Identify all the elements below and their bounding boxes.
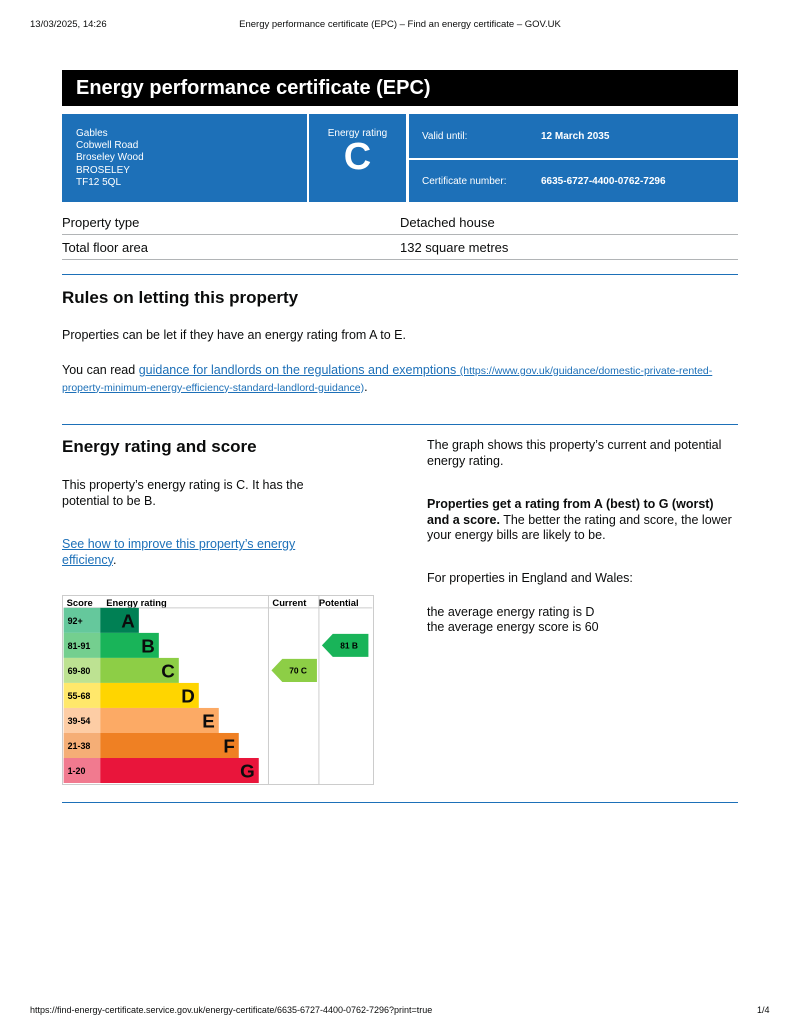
- energy-rating-chart: Score Energy rating Current Potential 92+ A 81…: [62, 595, 374, 785]
- floor-area-label: Total floor area: [62, 239, 148, 255]
- average-score: the average energy score is 60: [427, 620, 599, 634]
- average-rating: the average energy rating is D: [427, 605, 595, 619]
- current-rating-label: 70 C: [289, 665, 307, 675]
- address-line: Broseley Wood: [76, 152, 144, 164]
- score-range-F: 21-38: [68, 741, 91, 751]
- text: The better the rating and score, the low…: [427, 512, 732, 543]
- rules-heading: Rules on letting this property: [62, 288, 299, 307]
- page-number: 1/4: [757, 1005, 770, 1015]
- score-cell-D: [63, 682, 101, 708]
- page-title: Energy performance certificate (EPC): [62, 70, 738, 106]
- rules-text: Properties can be let if they have an en…: [62, 328, 406, 342]
- chart-header: Energy rating: [106, 597, 167, 608]
- chart-header: Potential: [319, 597, 359, 608]
- address: Gables Cobwell Road Broseley Wood BROSEL…: [62, 114, 307, 202]
- valid-until: Valid until: 12 March 2035: [409, 114, 738, 158]
- band-letter-B: B: [141, 635, 155, 656]
- band-letter-F: F: [223, 735, 234, 756]
- improve-paragraph: See how to improve this property’s energ…: [62, 537, 332, 568]
- address-line: Gables: [76, 128, 108, 139]
- band-letter-E: E: [202, 710, 215, 731]
- print-title: Energy performance certificate (EPC) – F…: [239, 19, 561, 30]
- band-bar-G: [100, 757, 259, 784]
- score-cell-A: [63, 607, 101, 633]
- score-cell-E: [63, 707, 101, 733]
- floor-area-value: 132 square metres: [400, 239, 509, 255]
- band-bar-B: [100, 632, 159, 658]
- address-line: BROSELEY: [76, 164, 130, 176]
- property-type-value: Detached house: [400, 214, 495, 230]
- rating-explanation: Properties get a rating from A (best) to…: [427, 497, 739, 544]
- property-type-label: Property type: [62, 214, 140, 230]
- score-cell-B: [63, 632, 101, 658]
- potential-rating-arrow: [321, 633, 369, 657]
- chart-header: Score: [67, 597, 93, 608]
- score-cell-C: [63, 657, 101, 683]
- score-cell-F: [63, 732, 101, 758]
- certificate-number-value: 6635-6727-4400-0762-7296: [541, 175, 666, 187]
- print-date: 13/03/2025, 14:26: [30, 19, 107, 30]
- score-cell-G: [63, 757, 101, 784]
- text: .: [112, 552, 117, 567]
- divider: [62, 424, 738, 425]
- bold-text: Properties get a rating from A (best) to…: [427, 497, 714, 527]
- energy-rating-box: Energy rating C: [309, 114, 406, 202]
- energy-rating-label: Energy rating: [327, 128, 388, 139]
- valid-until-label: Valid until:: [422, 130, 468, 142]
- band-bar-C: [100, 657, 179, 683]
- band-letter-C: C: [161, 660, 175, 681]
- score-range-G: 1-20: [68, 766, 86, 776]
- band-bar-F: [100, 732, 239, 758]
- band-bar-A: [100, 607, 139, 633]
- valid-until-value: 12 March 2035: [541, 130, 610, 142]
- score-text: This property’s energy rating is C. It h…: [62, 478, 304, 508]
- score-heading: Energy rating and score: [62, 437, 257, 456]
- score-range-D: 55-68: [68, 691, 91, 701]
- address-line: TF12 5QL: [76, 176, 122, 188]
- floor-area-row: Total floor area 132 square metres: [62, 235, 738, 260]
- graph-description: The graph shows this property’s current …: [427, 438, 722, 468]
- score-range-C: 69-80: [68, 666, 91, 676]
- score-range-B: 81-91: [68, 641, 91, 651]
- address-line: Cobwell Road: [76, 140, 139, 152]
- england-wales: For properties in England and Wales:: [427, 571, 633, 585]
- certificate-number: Certificate number: 6635-6727-4400-0762-7…: [409, 160, 738, 202]
- band-letter-D: D: [181, 685, 195, 706]
- rules-guidance: You can read guidance for landlords on t…: [62, 363, 722, 396]
- score-range-E: 39-54: [68, 716, 91, 726]
- property-type-row: Property type Detached house: [62, 210, 738, 235]
- certificate-number-label: Certificate number:: [422, 175, 507, 187]
- band-letter-G: G: [240, 760, 255, 781]
- band-bar-E: [100, 707, 219, 733]
- band-letter-A: A: [121, 610, 135, 631]
- potential-rating-label: 81 B: [340, 640, 358, 650]
- score-range-A: 92+: [68, 616, 83, 626]
- divider: [62, 274, 738, 275]
- chart-header: Current: [272, 597, 307, 608]
- energy-rating-value: C: [343, 136, 372, 178]
- print-url: https://find-energy-certificate.service.…: [30, 1005, 433, 1015]
- text: You can read: [62, 363, 139, 377]
- current-rating-arrow: [271, 658, 317, 682]
- improve-efficiency-link[interactable]: See how to improve this property’s energ…: [62, 537, 296, 567]
- divider: [62, 802, 738, 803]
- landlord-guidance-link[interactable]: guidance for landlords on the regulation…: [62, 363, 713, 394]
- band-bar-D: [100, 682, 199, 708]
- text: .: [364, 379, 368, 394]
